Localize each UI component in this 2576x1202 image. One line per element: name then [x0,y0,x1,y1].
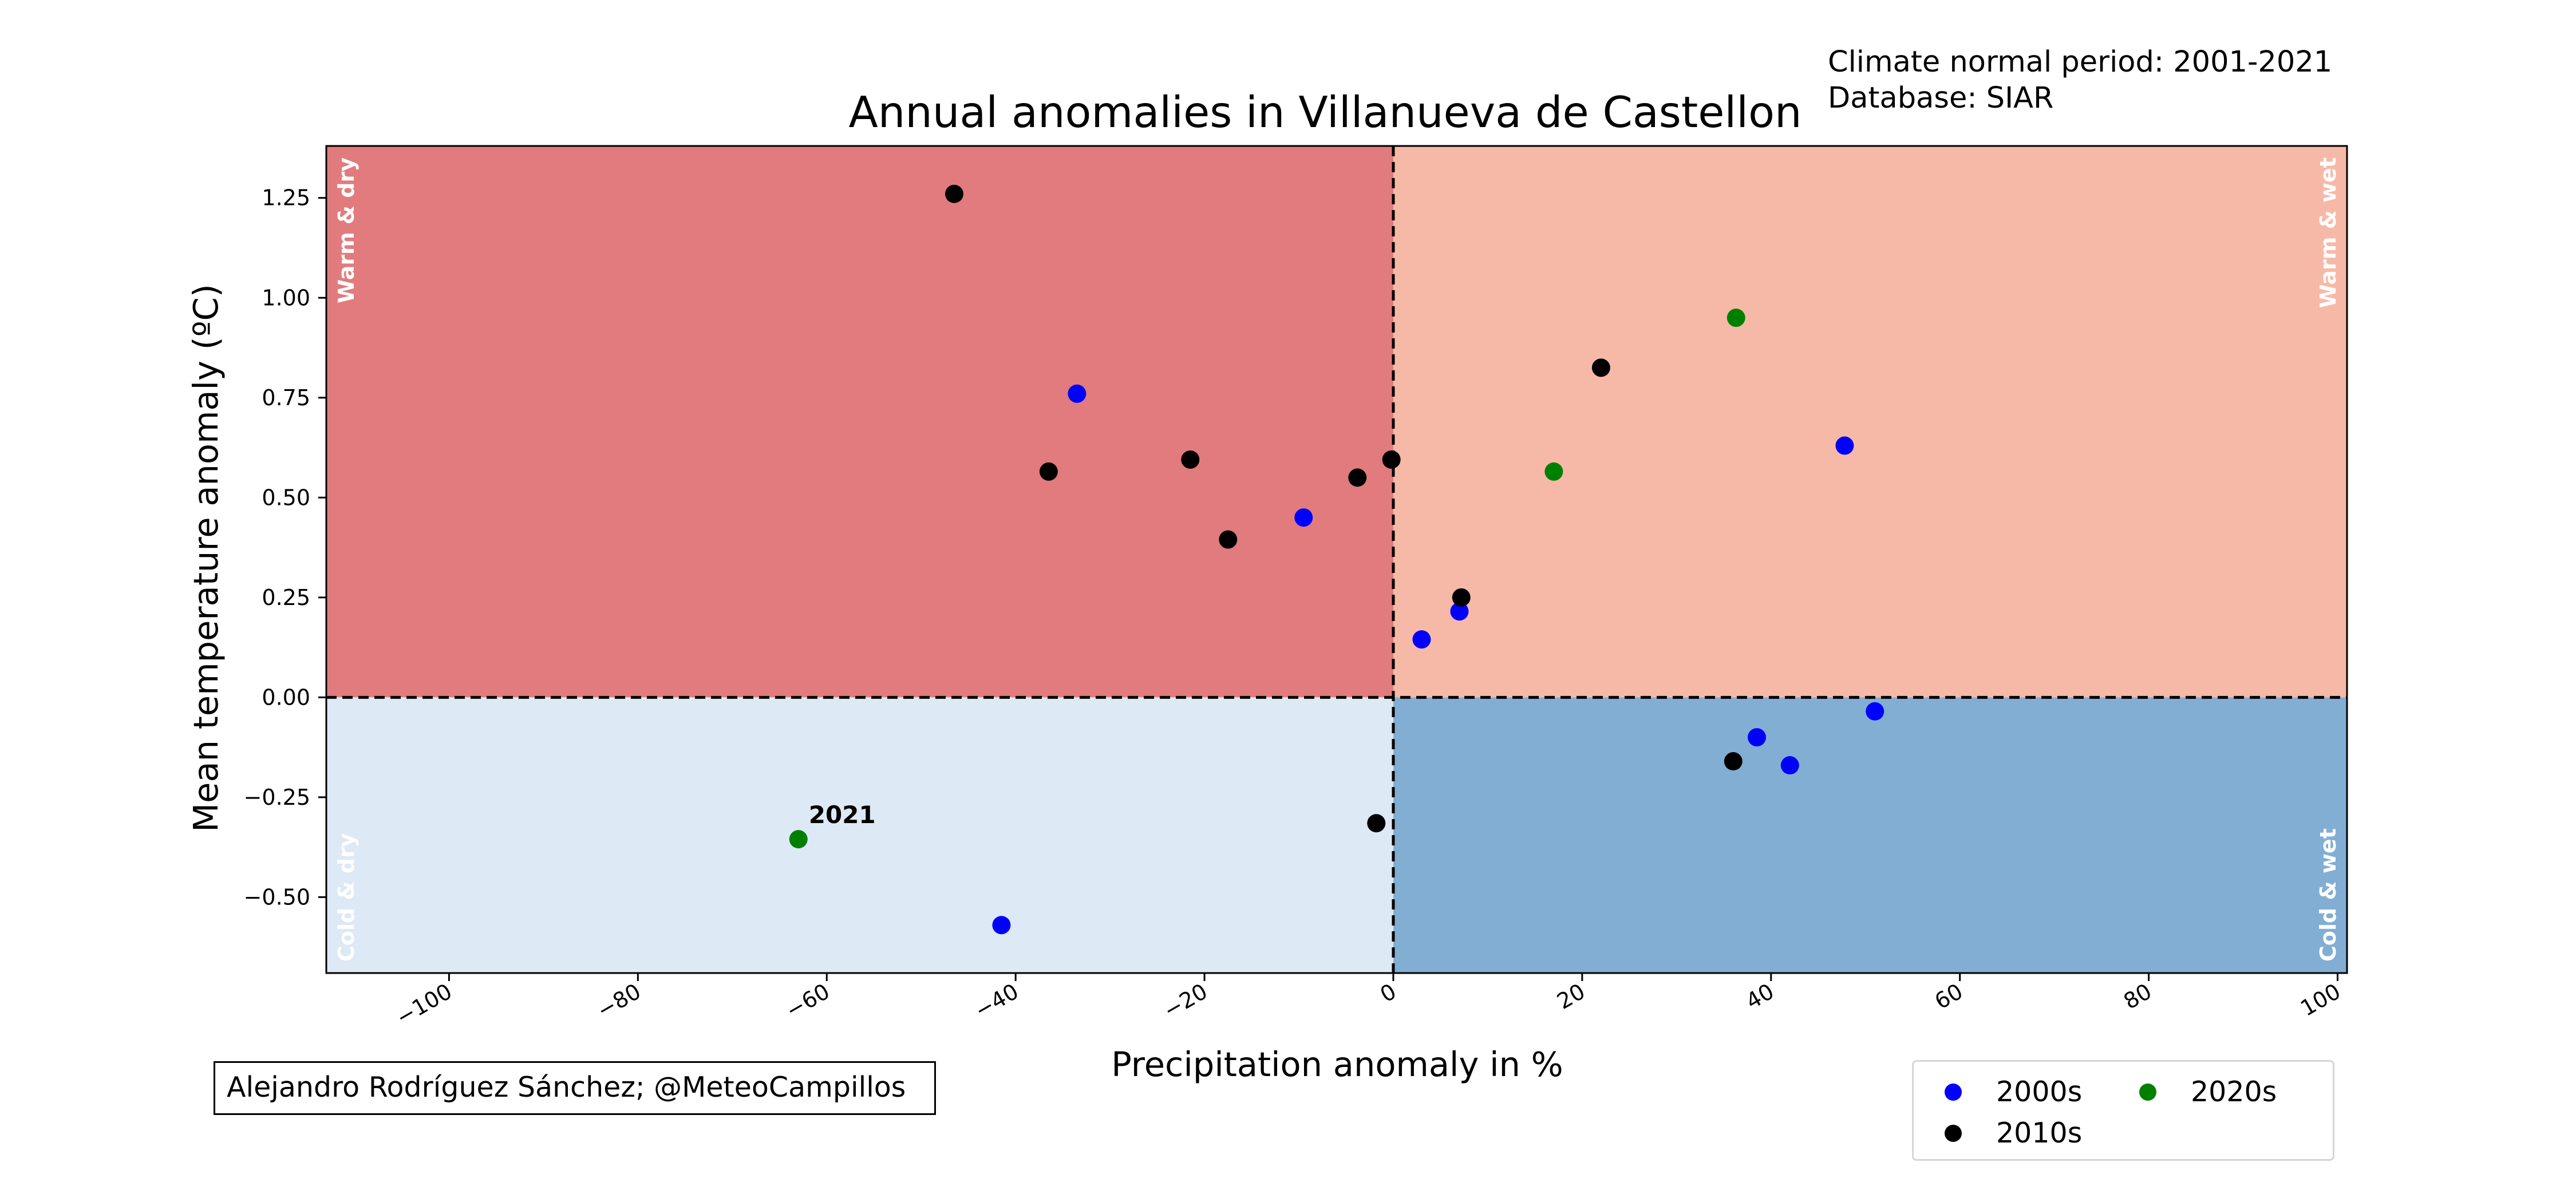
legend-item-2000s: 2000s [1914,1076,2082,1108]
point-2000s-3 [1412,630,1431,649]
quadrant-labels: Warm & dry Warm & wet Cold & dry Cold & wet [334,157,2341,962]
quadrant-cold-dry [326,697,1393,973]
y-tick-label: 1.00 [262,285,310,310]
y-tick-label: −0.50 [244,884,310,910]
point-2000s-2 [1835,436,1854,455]
point-2010s-5 [1382,450,1401,469]
legend-marker-2010s [1945,1124,1962,1142]
normal-period-note: Climate normal period: 2001-2021 [1828,45,2332,79]
point-2000s-7 [1866,702,1884,721]
y-axis-ticks: −0.50 −0.25 0.00 0.25 0.50 0.75 1.00 1.25 [244,185,326,910]
y-tick-label: 0.00 [262,685,310,710]
x-tick-label: 20 [1552,979,1589,1014]
point-2000s-0 [1068,384,1086,403]
quadrant-warm-dry [326,146,1393,698]
legend-item-2010s: 2010s [1914,1117,2082,1149]
legend-label-2010s: 2010s [1996,1117,2083,1149]
quadrant-label-warm-dry: Warm & dry [334,157,359,303]
quadrant-label-cold-dry: Cold & dry [334,833,359,962]
quadrant-warm-wet [1393,146,2347,698]
y-tick-label: 0.25 [262,585,310,610]
annotation-2021: 2021 [809,801,876,829]
x-tick-label: 60 [1930,979,1967,1014]
point-2010s-2 [1181,450,1200,469]
point-2010s-0 [945,184,963,203]
author-signature: Alejandro Rodríguez Sánchez; @MeteoCampi… [227,1071,906,1104]
point-2010s-4 [1348,468,1367,487]
legend-marker-2000s [1945,1083,1962,1101]
x-tick-label: −60 [781,979,833,1023]
point-2000s-5 [1748,728,1767,747]
legend-label-2000s: 2000s [1996,1076,2083,1108]
point-2000s-8 [992,916,1011,935]
quadrant-cold-wet [1393,697,2347,973]
x-tick-label: −40 [970,979,1022,1023]
y-tick-label: 1.25 [262,185,310,211]
point-2010s-7 [1591,358,1610,377]
point-2010s-9 [1367,814,1386,833]
plot-frame [325,145,2348,974]
legend-marker-2020s [2139,1083,2156,1101]
x-tick-label: −20 [1159,979,1211,1023]
y-tick-label: −0.25 [244,785,310,810]
point-2010s-6 [1452,588,1471,607]
x-axis-label: Precipitation anomaly in % [1111,1045,1563,1084]
x-tick-label: 80 [2119,979,2156,1014]
quadrant-label-cold-wet: Cold & wet [2316,828,2341,962]
x-tick-label: −100 [392,979,456,1030]
chart-title: Annual anomalies in Villanueva de Castel… [848,87,1801,137]
point-2010s-3 [1219,530,1238,549]
point-2010s-8 [1724,752,1743,771]
y-axis-label: Mean temperature anomaly (ºC) [186,284,226,832]
point-2000s-6 [1780,756,1799,775]
database-note: Database: SIAR [1828,81,2053,115]
legend-label-2020s: 2020s [2191,1076,2277,1108]
annotations: 2021 [809,801,876,829]
y-tick-label: 0.75 [262,385,310,410]
reference-lines [326,146,2347,973]
point-2020s-1 [1726,309,1745,327]
quadrant-label-warm-wet: Warm & wet [2316,157,2341,308]
y-tick-label: 0.50 [262,485,310,510]
quadrant-backgrounds [326,146,2347,973]
data-points [789,184,1884,935]
point-2000s-4 [1450,602,1469,621]
x-tick-label: 100 [2296,979,2345,1021]
point-2000s-1 [1294,508,1313,527]
point-2020s-2 [789,830,808,849]
x-tick-label: 40 [1741,979,1778,1014]
point-2010s-1 [1039,462,1058,481]
x-tick-label: −80 [592,979,645,1023]
legend-item-2020s: 2020s [2108,1076,2277,1108]
point-2020s-0 [1544,462,1563,481]
x-tick-label: 0 [1376,979,1401,1007]
author-signature-box: Alejandro Rodríguez Sánchez; @MeteoCampi… [214,1061,936,1115]
legend: 2000s 2010s 2020s [1912,1060,2334,1161]
x-axis-ticks: −100 −80 −60 −40 −20 0 20 40 60 80 100 [392,973,2345,1030]
